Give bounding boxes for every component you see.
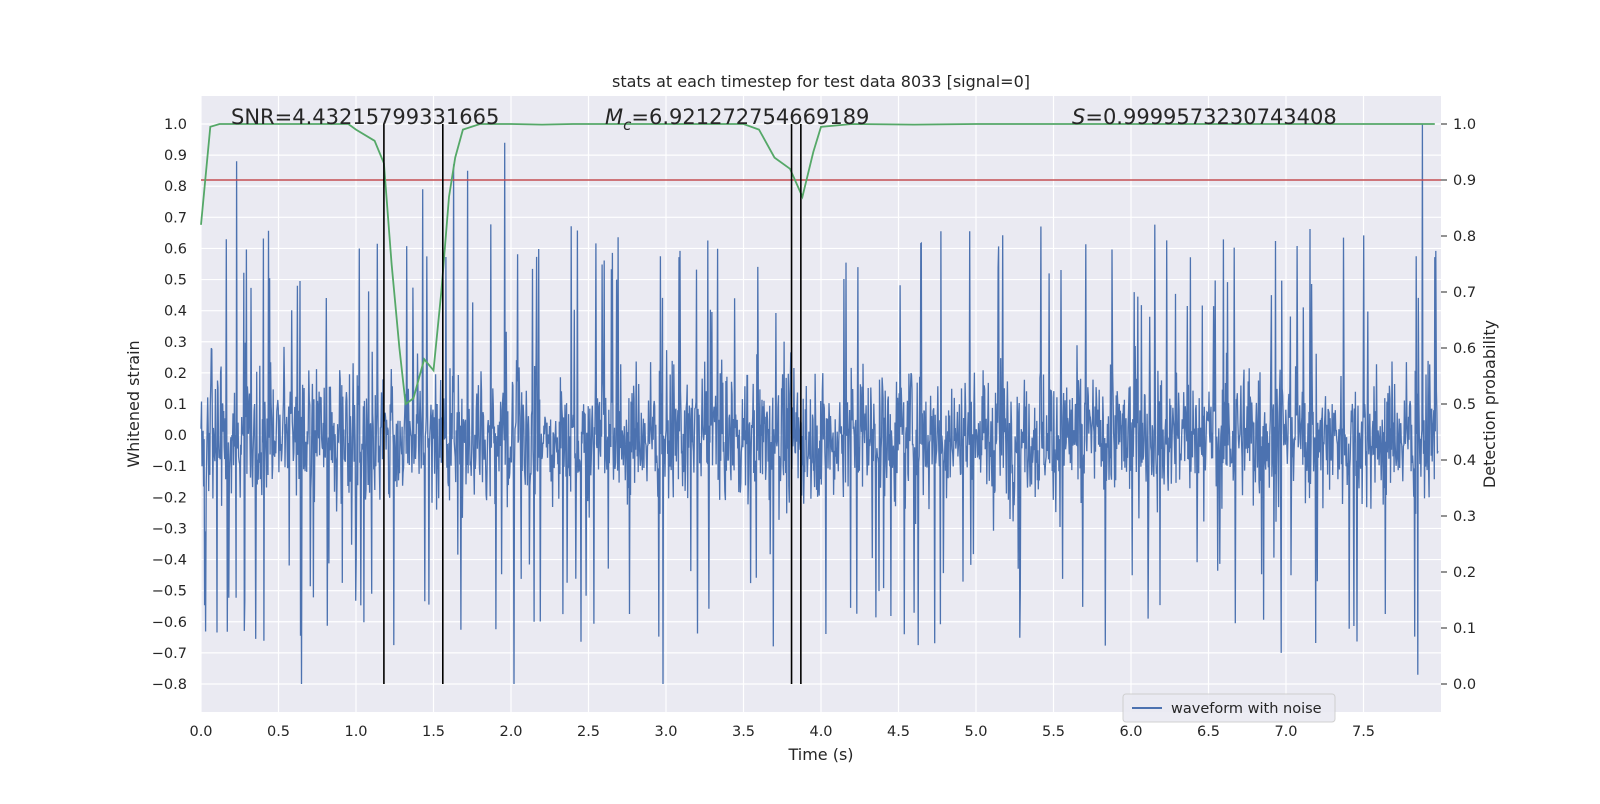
y2-tick-label: 0.2: [1453, 565, 1476, 581]
y2-tick-label: 0.6: [1453, 341, 1476, 357]
legend-waveform-label: waveform with noise: [1171, 701, 1322, 717]
y-tick-label: −0.2: [152, 490, 187, 506]
x-tick-label: 2.5: [577, 724, 600, 740]
y2-ticks: 0.0 0.1 0.2 0.3 0.4 0.5 0.6 0.7 0.8 0.9 1.0: [1441, 117, 1476, 693]
x-ticks: 0.0 0.5 1.0 1.5 2.0 2.5 3.0 3.5 4.0 4.5 5.0 5.5 6.0 6…: [189, 724, 1375, 740]
score-value: =0.9999573230743408: [1085, 105, 1336, 129]
legend: waveform with noise: [1122, 693, 1336, 723]
x-tick-label: 1.0: [344, 724, 367, 740]
y2-tick-label: 0.3: [1453, 509, 1476, 525]
y-tick-label: −0.1: [152, 459, 187, 475]
y2-tick-label: 0.5: [1453, 397, 1476, 413]
x-tick-label: 3.5: [732, 724, 755, 740]
x-tick-label: 2.0: [499, 724, 522, 740]
snr-annotation: SNR=4.43215799331665: [231, 105, 499, 129]
y-tick-label: 0.2: [164, 366, 187, 382]
y-tick-label: 1.0: [164, 117, 187, 133]
y-ticks: −0.8 −0.7 −0.6 −0.5 −0.4 −0.3 −0.2 −0.1 0.0 0.1 0.…: [152, 117, 187, 693]
y2-tick-label: 0.4: [1453, 453, 1476, 469]
chirp-mass-symbol: M: [605, 105, 623, 129]
vertical-markers: [383, 124, 802, 684]
chart-title: stats at each timestep for test data 803…: [612, 72, 1030, 91]
probability-series: [200, 123, 1435, 406]
y-tick-label: −0.6: [152, 615, 187, 631]
y-tick-label: 0.6: [164, 241, 187, 257]
chirp-mass-value: =6.921272754669189: [631, 105, 869, 129]
y-tick-label: 0.5: [164, 273, 187, 289]
y-tick-label: −0.5: [152, 584, 187, 600]
x-tick-label: 6.0: [1119, 724, 1142, 740]
chirp-mass-annotation: Mc=6.921272754669189: [605, 105, 869, 134]
x-tick-label: 0.0: [189, 724, 212, 740]
y2-axis-label: Detection probability: [1480, 320, 1499, 488]
x-tick-label: 0.5: [267, 724, 290, 740]
probability-line: [200, 123, 1435, 406]
x-tick-label: 6.5: [1197, 724, 1220, 740]
y2-tick-label: 0.0: [1453, 677, 1476, 693]
x-tick-label: 7.0: [1274, 724, 1297, 740]
y-tick-label: 0.1: [164, 397, 187, 413]
x-tick-label: 7.5: [1352, 724, 1375, 740]
y2-tick-label: 1.0: [1453, 117, 1476, 133]
y-tick-label: 0.7: [164, 210, 187, 226]
y-tick-label: 0.8: [164, 179, 187, 195]
y-tick-label: 0.0: [164, 428, 187, 444]
x-tick-label: 1.5: [422, 724, 445, 740]
chirp-mass-subscript: c: [623, 116, 632, 134]
y-tick-label: 0.3: [164, 335, 187, 351]
waveform-line: [200, 123, 1439, 685]
y-tick-label: −0.8: [152, 677, 187, 693]
x-axis-label: Time (s): [787, 745, 853, 764]
y2-tick-label: 0.1: [1453, 621, 1476, 637]
x-tick-label: 3.0: [654, 724, 677, 740]
y2-tick-label: 0.8: [1453, 229, 1476, 245]
score-symbol: S: [1072, 105, 1085, 129]
x-tick-label: 5.0: [964, 724, 987, 740]
x-tick-label: 5.5: [1042, 724, 1065, 740]
x-tick-label: 4.0: [809, 724, 832, 740]
y-tick-label: −0.7: [152, 646, 187, 662]
y-tick-label: −0.4: [152, 553, 187, 569]
legend-box: [1122, 693, 1336, 723]
x-tick-label: 4.5: [887, 724, 910, 740]
y-axis-label: Whitened strain: [124, 340, 143, 467]
y-tick-label: −0.3: [152, 521, 187, 537]
waveform-series: [200, 123, 1439, 685]
y-tick-label: 0.4: [164, 304, 187, 320]
y2-tick-label: 0.7: [1453, 285, 1476, 301]
score-annotation: S=0.9999573230743408: [1072, 105, 1337, 129]
y2-tick-label: 0.9: [1453, 173, 1476, 189]
y-tick-label: 0.9: [164, 148, 187, 164]
